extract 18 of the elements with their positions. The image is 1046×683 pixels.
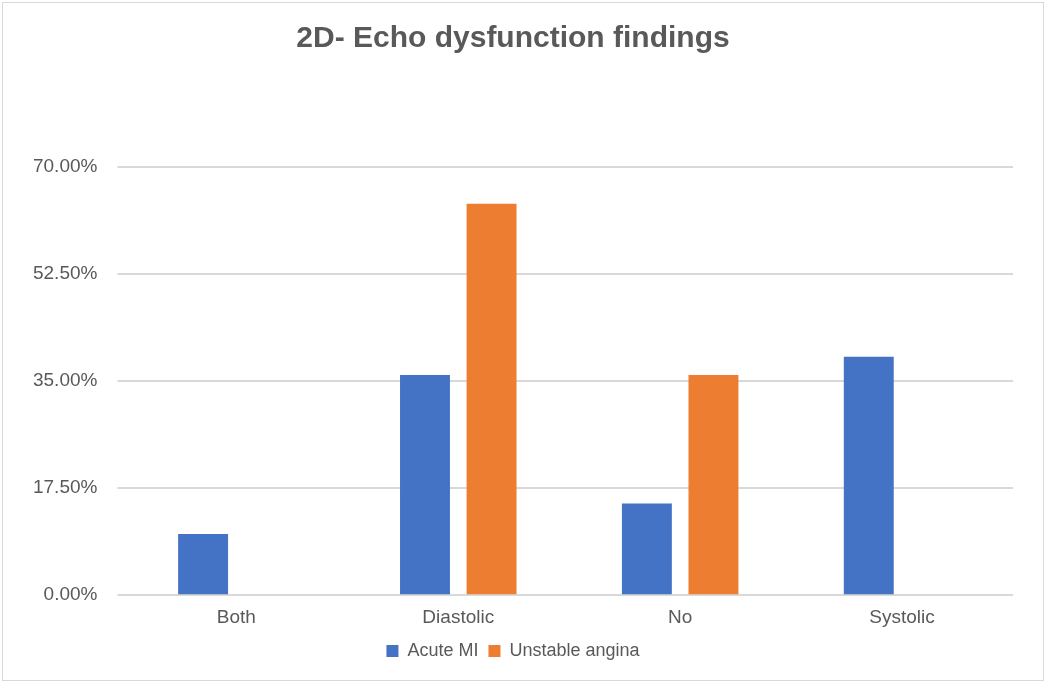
bar — [466, 203, 517, 595]
y-tick-label: 35.00% — [32, 369, 98, 391]
y-tick-label: 0.00% — [43, 583, 98, 605]
bar — [400, 374, 450, 595]
chart-title: 2D- Echo dysfunction findings — [296, 20, 730, 54]
bar — [688, 374, 739, 595]
y-tick-label: 17.50% — [32, 476, 98, 498]
x-tick-label: Both — [216, 605, 256, 627]
x-tick-label: No — [668, 605, 693, 627]
y-tick-label: 52.50% — [32, 262, 98, 284]
bar — [621, 503, 672, 595]
legend-label: Unstable angina — [509, 639, 641, 660]
bar — [843, 356, 894, 595]
legend-label: Acute MI — [407, 639, 479, 660]
x-tick-label: Systolic — [869, 605, 935, 627]
y-tick-label: 70.00% — [32, 155, 98, 177]
x-tick-label: Diastolic — [422, 605, 495, 627]
bar — [178, 534, 229, 595]
